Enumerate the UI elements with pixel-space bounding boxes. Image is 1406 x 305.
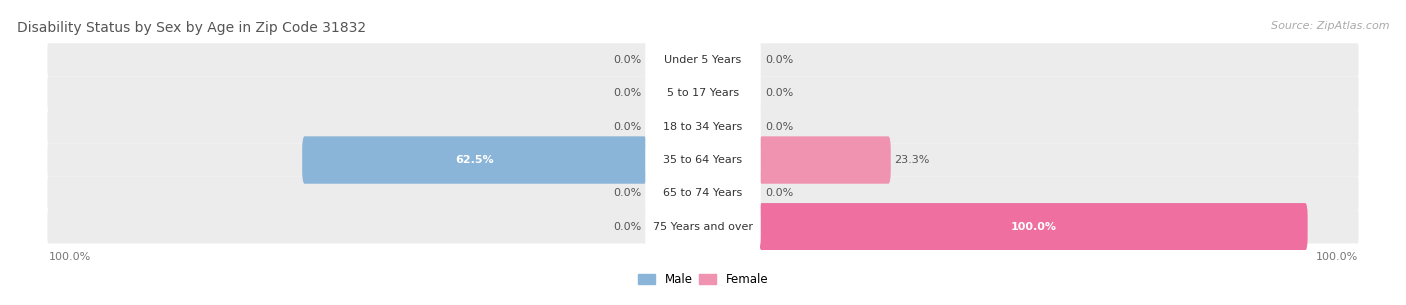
Text: 35 to 64 Years: 35 to 64 Years bbox=[664, 155, 742, 165]
FancyBboxPatch shape bbox=[759, 203, 1308, 250]
FancyBboxPatch shape bbox=[645, 71, 761, 115]
FancyBboxPatch shape bbox=[645, 105, 761, 149]
Text: Under 5 Years: Under 5 Years bbox=[665, 55, 741, 65]
FancyBboxPatch shape bbox=[645, 38, 761, 82]
FancyBboxPatch shape bbox=[302, 136, 647, 184]
Text: 0.0%: 0.0% bbox=[613, 88, 641, 98]
Text: 0.0%: 0.0% bbox=[613, 188, 641, 198]
FancyBboxPatch shape bbox=[759, 136, 891, 184]
FancyBboxPatch shape bbox=[645, 171, 761, 215]
FancyBboxPatch shape bbox=[48, 210, 1358, 243]
Text: 0.0%: 0.0% bbox=[765, 88, 793, 98]
FancyBboxPatch shape bbox=[48, 43, 1358, 77]
FancyBboxPatch shape bbox=[48, 77, 1358, 110]
FancyBboxPatch shape bbox=[645, 205, 761, 249]
Text: 100.0%: 100.0% bbox=[1011, 222, 1056, 232]
Text: 100.0%: 100.0% bbox=[1316, 252, 1358, 262]
FancyBboxPatch shape bbox=[48, 110, 1358, 143]
Text: 100.0%: 100.0% bbox=[48, 252, 90, 262]
FancyBboxPatch shape bbox=[48, 143, 1358, 177]
Text: 0.0%: 0.0% bbox=[613, 55, 641, 65]
Text: 0.0%: 0.0% bbox=[765, 122, 793, 132]
Text: 65 to 74 Years: 65 to 74 Years bbox=[664, 188, 742, 198]
Text: 0.0%: 0.0% bbox=[613, 222, 641, 232]
FancyBboxPatch shape bbox=[645, 138, 761, 182]
Text: 0.0%: 0.0% bbox=[765, 188, 793, 198]
Legend: Male, Female: Male, Female bbox=[633, 269, 773, 291]
Text: Source: ZipAtlas.com: Source: ZipAtlas.com bbox=[1271, 21, 1389, 31]
FancyBboxPatch shape bbox=[48, 177, 1358, 210]
Text: 75 Years and over: 75 Years and over bbox=[652, 222, 754, 232]
Text: 62.5%: 62.5% bbox=[456, 155, 494, 165]
Text: 5 to 17 Years: 5 to 17 Years bbox=[666, 88, 740, 98]
Text: 18 to 34 Years: 18 to 34 Years bbox=[664, 122, 742, 132]
Text: Disability Status by Sex by Age in Zip Code 31832: Disability Status by Sex by Age in Zip C… bbox=[17, 21, 366, 35]
Text: 23.3%: 23.3% bbox=[894, 155, 929, 165]
Text: 0.0%: 0.0% bbox=[613, 122, 641, 132]
Text: 0.0%: 0.0% bbox=[765, 55, 793, 65]
